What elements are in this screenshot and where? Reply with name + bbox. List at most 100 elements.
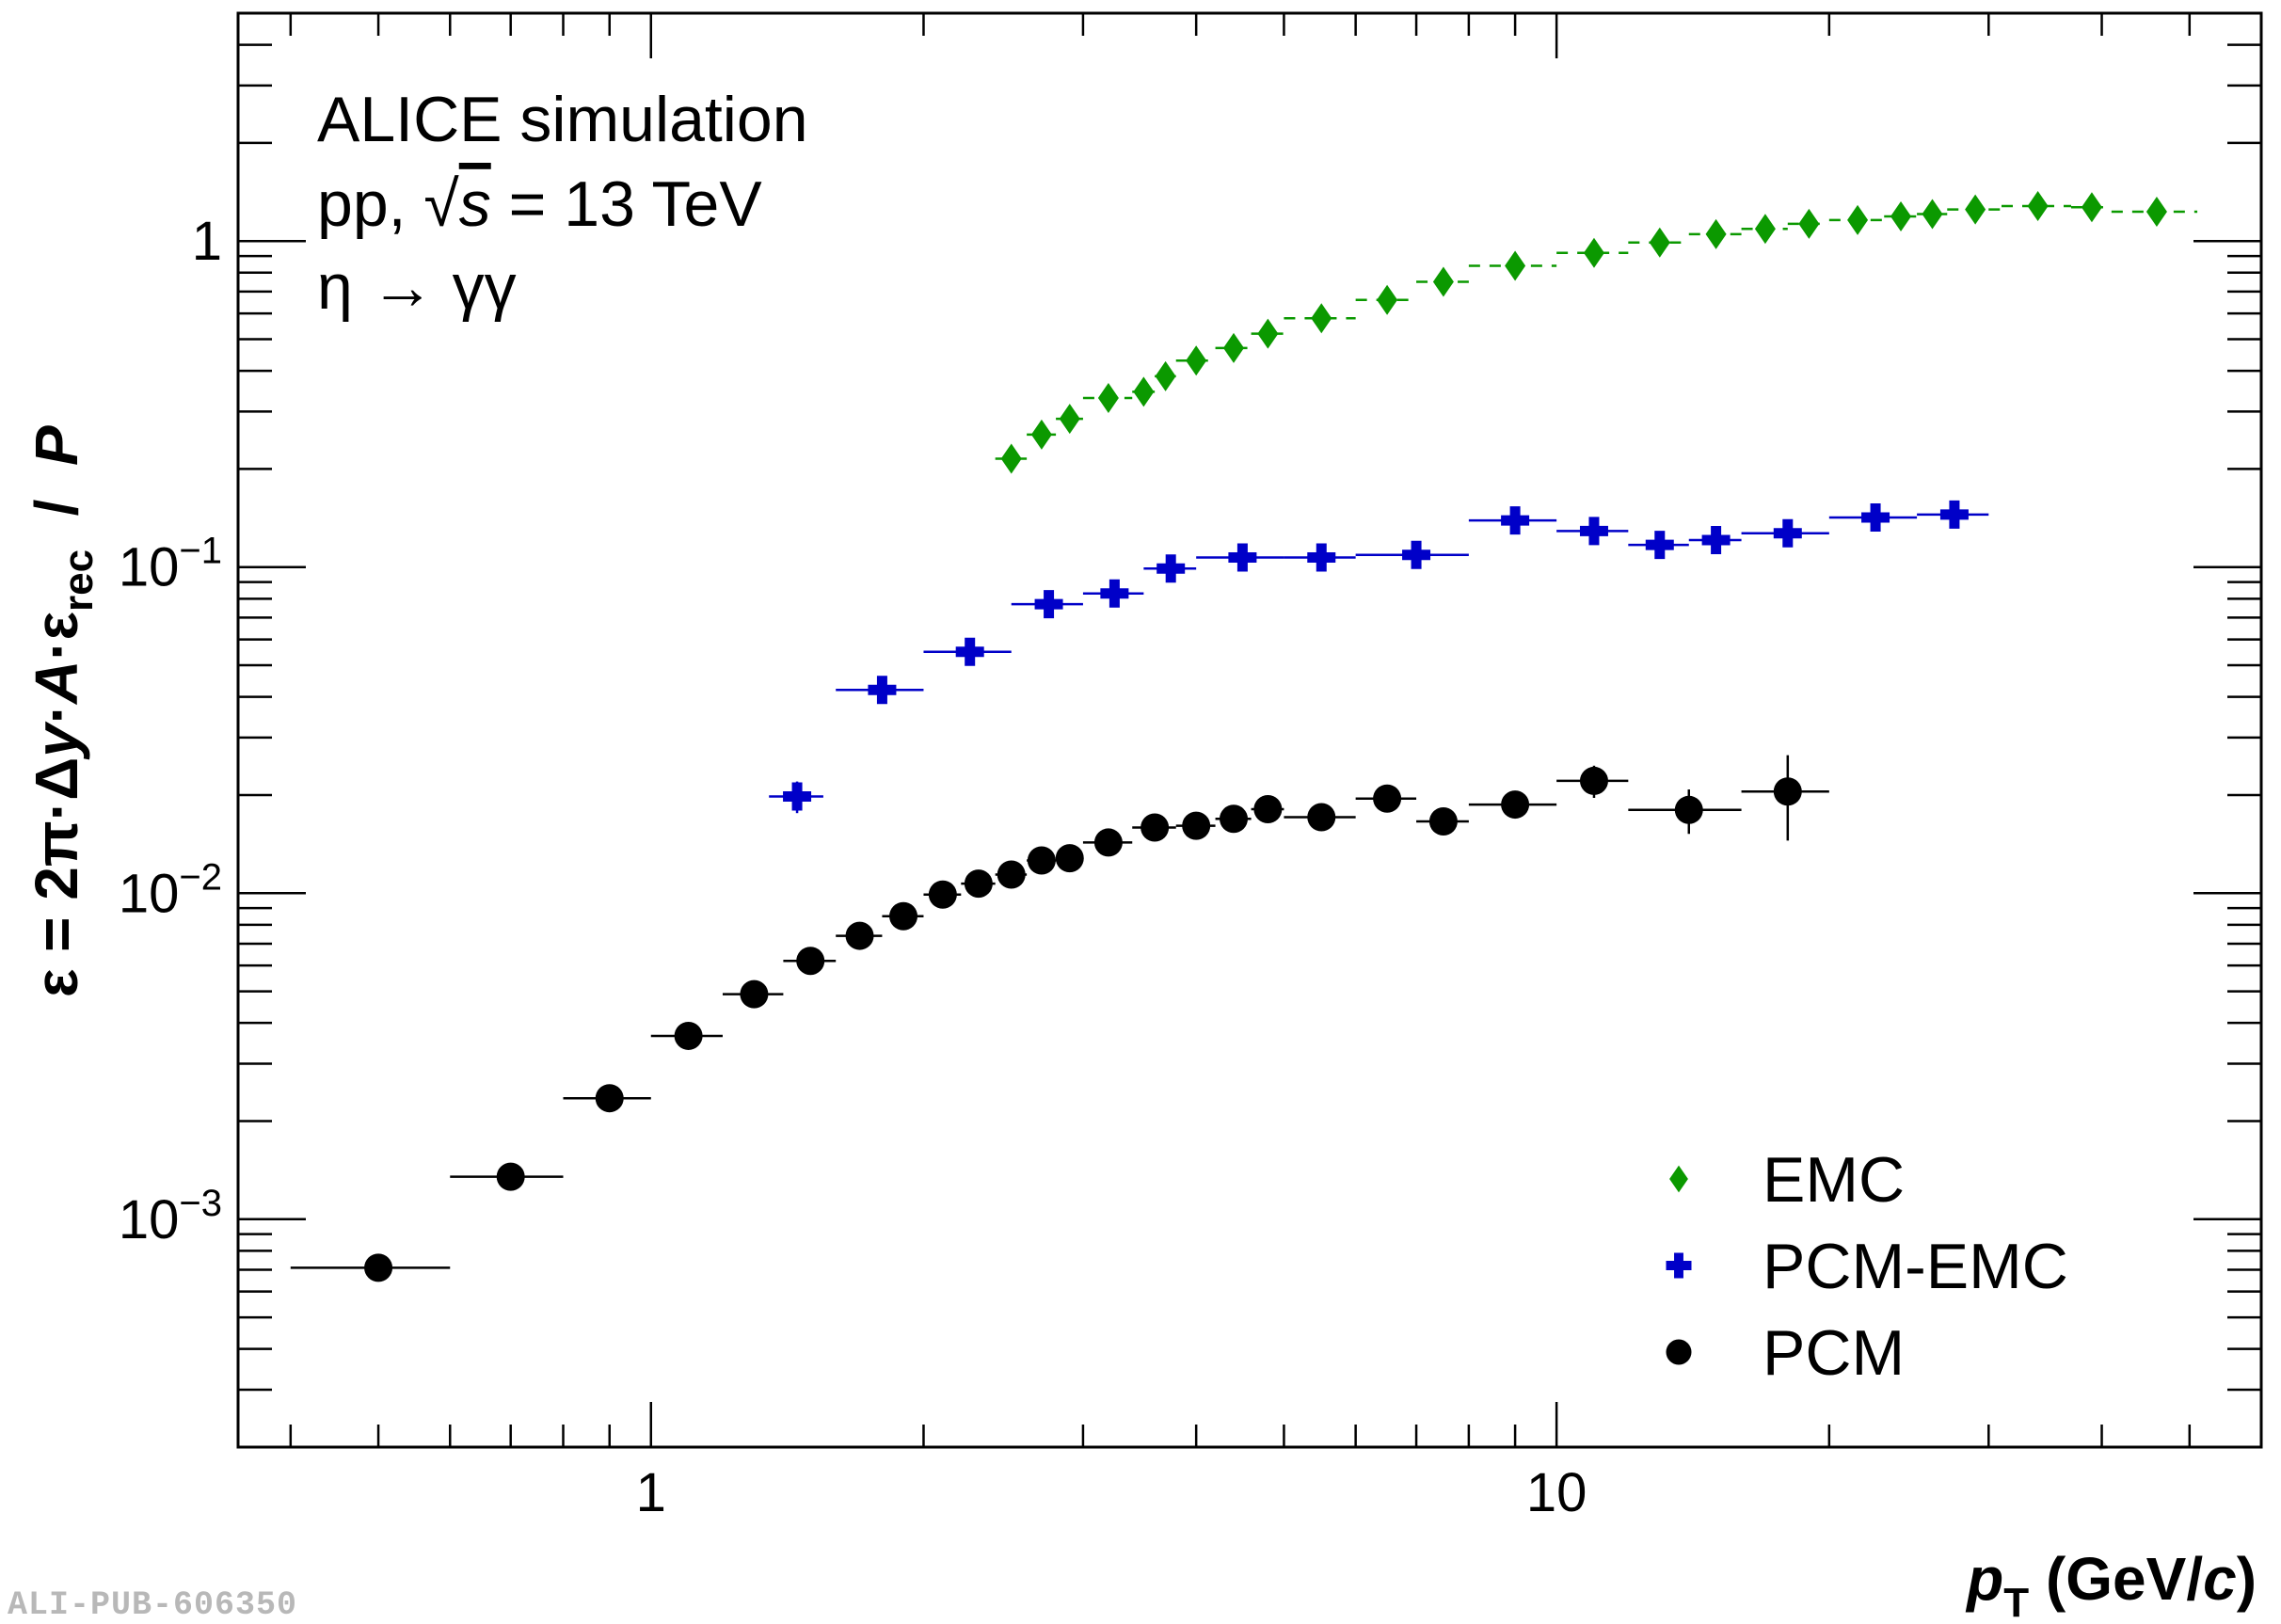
data-point [889,901,918,931]
data-point [1097,383,1119,414]
data-point [1377,284,1398,315]
data-point [496,1162,525,1191]
s-symbol: s [459,168,491,240]
x-tick-label: 10 [1526,1462,1587,1523]
data-point [1579,517,1608,546]
legend-label-pcm: PCM [1763,1317,1905,1389]
sqrt-symbol: √ [423,168,459,240]
data-point [1402,540,1431,569]
data-point [1505,250,1526,281]
legend-label-emc: EMC [1763,1144,1905,1216]
legend: EMC PCM-EMC PCM [1666,1144,2068,1389]
plot-frame [236,11,2263,1449]
y-tick-exponent: −3 [179,1183,222,1224]
data-point [928,880,957,909]
x-label-p: p [1965,1545,2003,1613]
y-label-y: y [23,721,90,760]
series-emc [995,191,2198,474]
data-point [1257,318,1279,349]
x-label-c: c [2203,1545,2237,1613]
data-point [1100,579,1129,608]
data-point [1579,766,1608,795]
y-label-prefix: ε = 2π·Δ [23,757,90,997]
y-tick-exponent: −1 [179,531,222,572]
data-point [783,782,812,811]
data-series [290,191,2198,1282]
data-point [1034,590,1063,619]
data-point [1059,404,1080,435]
data-point [1645,531,1674,560]
data-point [1373,784,1402,813]
data-point [740,979,769,1009]
x-label-sub: T [2003,1580,2029,1619]
data-point [1307,803,1336,832]
data-point [1705,218,1727,249]
data-point [1674,795,1703,824]
y-axis-label: ε = 2π·Δy·A·εrec / P [23,425,102,997]
y-tick-label: 10−1 [119,531,222,598]
data-point [2145,197,2167,228]
data-point [1223,332,1245,363]
data-point [674,1021,703,1050]
y-tick-label: 10−2 [119,856,222,924]
collision-system-label: pp, √s = 13 TeV [317,168,762,240]
data-point [1155,360,1176,391]
y-tick-base: 10 [119,1189,180,1250]
data-point [1890,201,1912,232]
data-point [364,1253,393,1282]
legend-marker-emc [1669,1165,1688,1193]
x-label-units-pre: (GeV/ [2029,1545,2203,1613]
experiment-label: ALICE simulation [317,84,808,155]
data-point [2081,192,2102,223]
legend-label-pcm-emc: PCM-EMC [1763,1231,2068,1302]
y-label-dot: · [23,704,90,724]
data-point [1307,543,1336,572]
data-point [1965,194,1986,225]
data-point [1649,227,1670,258]
data-point [1027,846,1056,875]
data-point [1311,303,1332,334]
data-point [1501,506,1530,535]
y-tick-base: 1 [192,211,222,272]
collision-system-prefix: pp, [317,168,423,240]
data-point [845,921,874,950]
energy-text: = 13 TeV [491,168,763,240]
data-point [964,869,993,899]
axis-ticks [238,11,2263,1449]
data-point [1861,502,1890,532]
data-point [1182,811,1211,840]
x-label-units-post: ) [2237,1545,2257,1613]
series-pcm-emc [769,500,1989,814]
data-point [955,637,984,666]
data-point [1228,543,1257,572]
publication-id: ALI-PUB-606350 [8,1586,298,1624]
data-point [1186,345,1207,376]
data-point [1055,844,1084,873]
data-point [1000,443,1022,474]
data-point [1220,804,1249,834]
series-pcm [290,755,1829,1282]
data-point [1140,813,1170,842]
data-point [1428,806,1458,836]
y-label-p: P [23,425,90,466]
data-point [868,676,897,705]
data-point [1253,794,1283,823]
data-point [997,860,1026,889]
data-point [1030,419,1052,450]
data-point [1798,208,1820,239]
y-tick-exponent: −2 [179,856,222,898]
data-point [1939,500,1969,529]
y-tick-base: 10 [119,863,180,924]
data-point [1583,237,1604,268]
data-point [1093,828,1123,857]
y-label-a: A [23,661,90,706]
y-tick-base: 10 [119,537,180,598]
data-point [1501,790,1530,820]
y-label-slash: / [23,466,90,549]
data-point [1773,518,1802,548]
data-point [1754,214,1776,245]
data-point [1133,376,1155,407]
data-point [1432,266,1454,297]
